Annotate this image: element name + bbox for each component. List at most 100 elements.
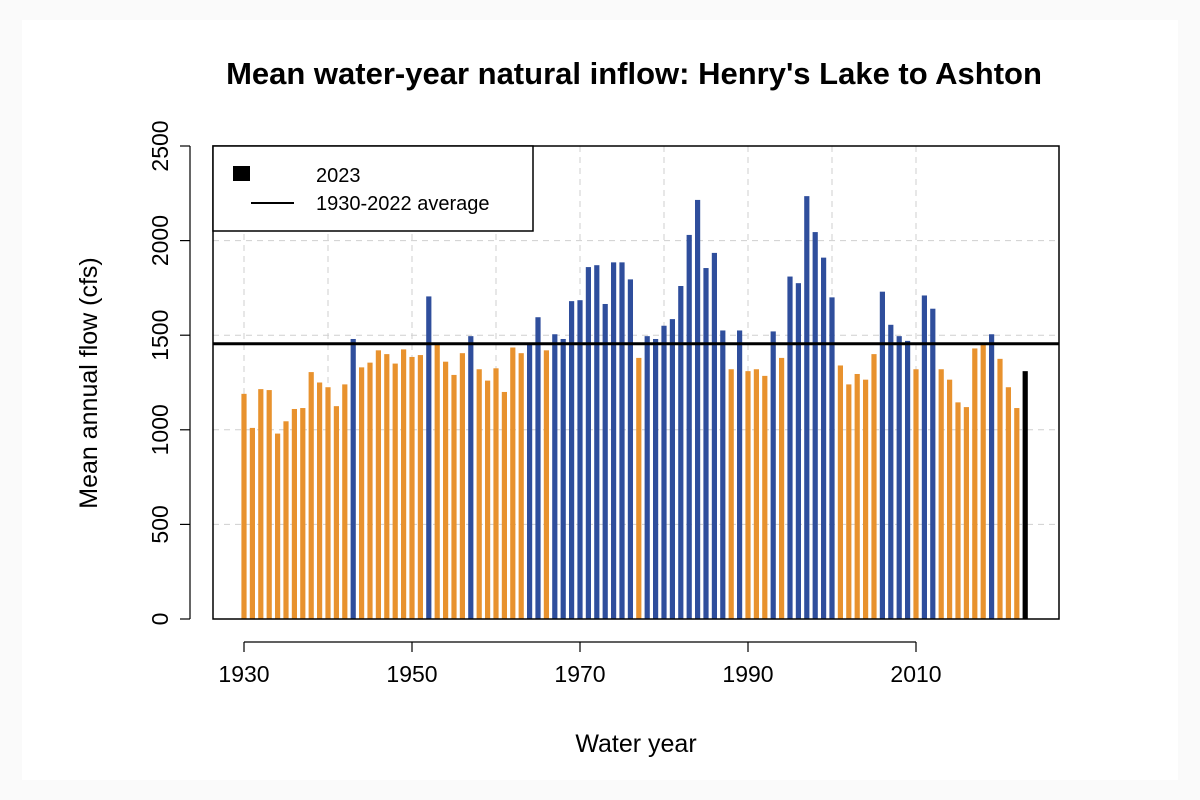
bar-1994 <box>779 357 785 619</box>
plot-frame <box>212 145 1060 620</box>
bar-2008 <box>896 336 902 619</box>
bar-1941 <box>333 406 339 619</box>
bar-2014 <box>947 379 953 619</box>
bar-2009 <box>905 340 911 619</box>
bar-2000 <box>829 297 835 619</box>
bar-1984 <box>695 199 701 619</box>
bar-1969 <box>569 301 575 619</box>
bar-1971 <box>585 267 591 619</box>
chart-page: Mean water-year natural inflow: Henry's … <box>22 20 1178 780</box>
bar-chart: Mean water-year natural inflow: Henry's … <box>75 56 1060 758</box>
legend-label-average: 1930-2022 average <box>316 193 489 215</box>
bar-1978 <box>644 336 650 619</box>
bar-1973 <box>602 303 608 619</box>
bar-1998 <box>812 232 818 619</box>
bar-1990 <box>745 371 751 619</box>
bar-1955 <box>451 374 457 619</box>
bar-2021 <box>1005 387 1011 619</box>
bar-1936 <box>291 408 297 619</box>
bar-2006 <box>879 291 885 619</box>
bar-1947 <box>384 354 390 619</box>
bar-1992 <box>762 375 768 619</box>
bar-2020 <box>997 358 1003 619</box>
bar-2005 <box>871 354 877 619</box>
bar-1940 <box>325 387 331 619</box>
bar-1944 <box>359 367 365 619</box>
bar-1995 <box>787 276 793 619</box>
bar-1945 <box>367 362 373 619</box>
bar-1975 <box>619 262 625 619</box>
bar-1948 <box>392 363 398 619</box>
legend-swatch-2023 <box>233 166 250 181</box>
x-tick-label-1950: 1950 <box>386 661 437 687</box>
x-axis-label: Water year <box>575 730 696 758</box>
bar-1946 <box>375 350 381 619</box>
bar-2013 <box>938 369 944 619</box>
y-tick-label-2500: 2500 <box>147 120 173 171</box>
bar-2010 <box>913 369 919 619</box>
bar-1982 <box>678 286 684 619</box>
bar-1962 <box>510 347 516 619</box>
y-axis-label: Mean annual flow (cfs) <box>75 257 103 509</box>
bar-1965 <box>535 317 541 619</box>
bar-1934 <box>275 433 281 619</box>
bar-1988 <box>728 369 734 619</box>
bar-2002 <box>846 384 852 619</box>
y-tick-label-1500: 1500 <box>147 310 173 361</box>
bar-1967 <box>552 334 558 619</box>
bar-1996 <box>795 283 801 619</box>
x-tick-label-1970: 1970 <box>554 661 605 687</box>
bar-2015 <box>955 402 961 619</box>
bar-2016 <box>963 407 969 619</box>
bar-2007 <box>888 324 894 619</box>
bar-1964 <box>527 342 533 619</box>
bar-2022 <box>1014 408 1020 619</box>
bar-1933 <box>266 390 272 619</box>
bar-2012 <box>930 308 936 619</box>
x-tick-label-2010: 2010 <box>890 661 941 687</box>
bar-1986 <box>711 252 717 619</box>
y-tick-label-0: 0 <box>147 613 173 626</box>
bar-1953 <box>434 344 440 619</box>
bar-1983 <box>686 234 692 619</box>
bar-1966 <box>543 350 549 619</box>
x-axis: 1930 1950 1970 1990 2010 <box>218 641 942 687</box>
bar-1959 <box>485 380 491 619</box>
y-tick-label-500: 500 <box>147 505 173 543</box>
bar-1961 <box>501 391 507 619</box>
bar-2001 <box>837 365 843 619</box>
bar-1939 <box>317 382 323 619</box>
bar-2018 <box>980 344 986 619</box>
bar-1949 <box>401 349 407 619</box>
bar-1932 <box>258 389 264 619</box>
bar-1987 <box>720 330 726 619</box>
bar-1976 <box>627 279 633 619</box>
bar-1989 <box>737 330 743 619</box>
bar-1968 <box>560 338 566 619</box>
bar-1937 <box>300 408 306 619</box>
bar-1930 <box>241 393 247 619</box>
legend-label-2023: 2023 <box>316 165 361 187</box>
y-tick-label-2000: 2000 <box>147 215 173 266</box>
bar-2004 <box>863 379 869 619</box>
bar-1991 <box>753 369 759 619</box>
bar-1999 <box>821 257 827 619</box>
bar-1954 <box>443 361 449 619</box>
bar-1958 <box>476 369 482 619</box>
bar-1980 <box>661 325 667 619</box>
bar-1956 <box>459 353 465 619</box>
bar-2019 <box>989 334 995 619</box>
bar-1981 <box>669 319 675 619</box>
bar-2011 <box>921 295 927 619</box>
bar-1993 <box>770 331 776 619</box>
x-tick-label-1930: 1930 <box>218 661 269 687</box>
bar-1970 <box>577 300 583 619</box>
legend-box <box>212 145 534 232</box>
bars <box>241 196 1028 619</box>
bar-1935 <box>283 421 289 619</box>
bar-1943 <box>350 338 356 619</box>
bar-1977 <box>636 357 642 619</box>
y-tick-label-1000: 1000 <box>147 404 173 455</box>
bar-1960 <box>493 368 499 619</box>
bar-1950 <box>409 356 415 619</box>
